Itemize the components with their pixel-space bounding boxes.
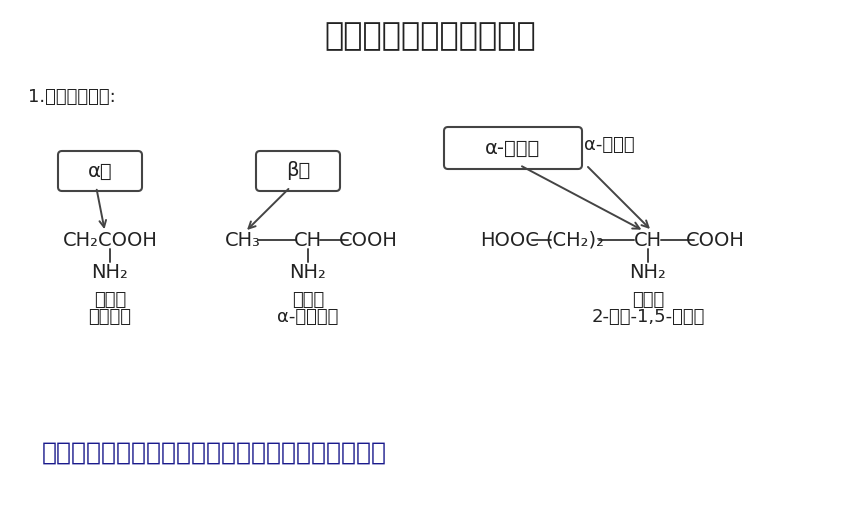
Text: NH₂: NH₂ [290,262,327,281]
Text: α-氨基丙酸: α-氨基丙酸 [277,308,339,326]
Text: 二、氨基酸的结构与性质: 二、氨基酸的结构与性质 [324,22,536,52]
Text: CH₃: CH₃ [225,230,261,249]
Text: 2-氨基-1,5-戊二酸: 2-氨基-1,5-戊二酸 [592,308,704,326]
Text: CH: CH [634,230,662,249]
Text: 丙氨酸: 丙氨酸 [292,291,324,309]
Text: 1.常见的氨基酸:: 1.常见的氨基酸: [28,88,116,106]
Text: 思考：根据氨基酸的结构简式推测其能发生的反应？: 思考：根据氨基酸的结构简式推测其能发生的反应？ [42,441,387,465]
FancyBboxPatch shape [256,151,340,191]
Text: CH: CH [294,230,322,249]
Text: HOOC: HOOC [481,230,539,249]
Text: NH₂: NH₂ [91,262,128,281]
Text: α-氢原子: α-氢原子 [485,139,541,157]
Text: COOH: COOH [685,230,745,249]
Text: CH₂COOH: CH₂COOH [63,230,157,249]
Text: NH₂: NH₂ [630,262,666,281]
FancyBboxPatch shape [444,127,582,169]
Text: 氨基乙酸: 氨基乙酸 [89,308,132,326]
Text: α位: α位 [88,162,113,181]
Text: 谷氨酸: 谷氨酸 [632,291,664,309]
FancyBboxPatch shape [58,151,142,191]
Text: β位: β位 [286,162,310,181]
Text: α-氨基酸: α-氨基酸 [584,136,635,154]
Text: COOH: COOH [339,230,397,249]
Text: 甘氨酸: 甘氨酸 [94,291,126,309]
Text: (CH₂)₂: (CH₂)₂ [545,230,605,249]
